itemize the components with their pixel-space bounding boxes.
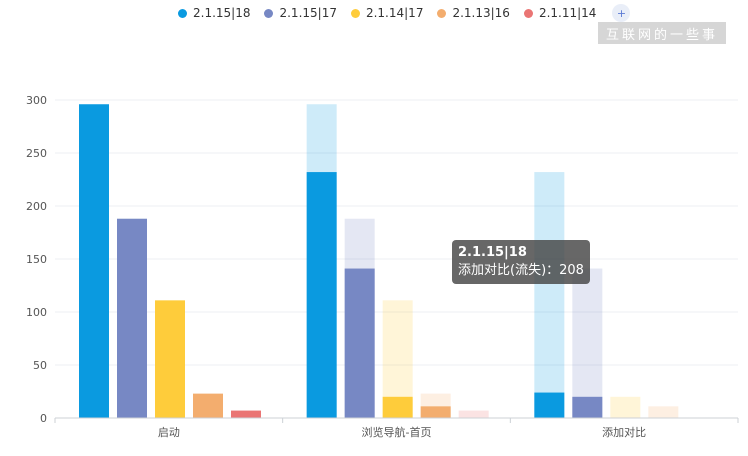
legend-dot-icon — [178, 8, 187, 18]
legend-item[interactable]: 2.1.14|17 — [350, 6, 424, 20]
bar-total[interactable] — [458, 410, 489, 418]
bar[interactable] — [231, 410, 261, 418]
bar[interactable] — [420, 406, 451, 418]
legend-dot-icon — [437, 8, 447, 18]
legend-dot-icon — [523, 8, 533, 18]
bar-total[interactable] — [648, 406, 679, 418]
y-tick-label: 300 — [26, 94, 47, 107]
x-tick-label: 添加对比 — [602, 425, 646, 439]
tooltip-line: 添加对比(流失)：208 — [458, 263, 584, 278]
legend-item[interactable]: 2.1.15|17 — [264, 6, 337, 20]
bar-marks — [79, 104, 679, 419]
bar[interactable] — [79, 104, 109, 419]
tooltip: 2.1.15|18 添加对比(流失)：208 — [452, 240, 590, 284]
legend-more-button[interactable]: + — [612, 4, 631, 22]
bar[interactable] — [193, 393, 223, 418]
bar[interactable] — [155, 300, 185, 418]
bar[interactable] — [117, 218, 147, 418]
x-axis: 启动 浏览导航-首页 添加对比 — [54, 417, 739, 439]
legend-item[interactable]: 2.1.13|16 — [437, 6, 510, 20]
tooltip-title: 2.1.15|18 — [458, 245, 527, 260]
watermark: 互联网的一些事 — [598, 22, 726, 44]
bar-total[interactable] — [534, 172, 565, 418]
legend: 2.1.15|18 2.1.15|17 2.1.14|17 2.1.13|16 2.1.… — [178, 4, 631, 22]
bar[interactable] — [344, 268, 375, 418]
bar[interactable] — [572, 396, 603, 418]
legend-dot-icon — [264, 8, 274, 18]
legend-item[interactable]: 2.1.11|14 — [523, 6, 597, 20]
legend-dot-icon — [350, 8, 360, 18]
y-tick-label: 150 — [26, 253, 47, 266]
y-tick-label: 0 — [40, 412, 47, 425]
legend-label: 2.1.11|14 — [538, 6, 597, 20]
x-tick-label: 启动 — [158, 426, 180, 439]
legend-label: 2.1.15|17 — [279, 6, 337, 20]
y-tick-label: 100 — [26, 306, 47, 319]
bar[interactable] — [382, 396, 413, 418]
bar[interactable] — [534, 392, 565, 418]
y-tick-label: 200 — [26, 200, 47, 213]
y-tick-label: 250 — [26, 147, 47, 160]
legend-label: 2.1.15|18 — [193, 6, 251, 20]
bar-total[interactable] — [610, 396, 641, 418]
bar[interactable] — [306, 172, 337, 418]
y-axis: 0 50 100 150 200 250 300 — [26, 94, 47, 425]
y-tick-label: 50 — [33, 359, 47, 372]
legend-label: 2.1.13|16 — [452, 6, 510, 20]
bar-total[interactable] — [572, 268, 603, 418]
legend-item[interactable]: 2.1.15|18 — [178, 6, 250, 20]
x-tick-label: 浏览导航-首页 — [362, 425, 432, 439]
legend-label: 2.1.14|17 — [365, 6, 424, 20]
